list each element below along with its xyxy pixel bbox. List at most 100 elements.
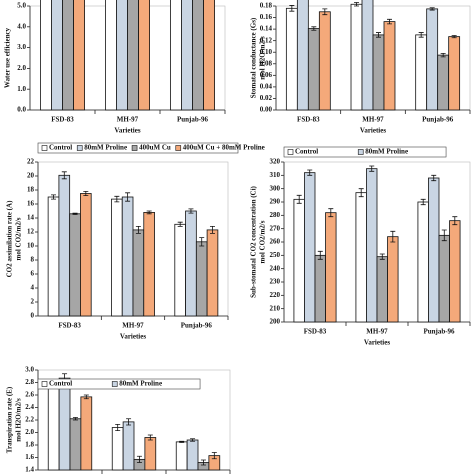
legend-box: [37, 378, 201, 390]
bar: [437, 54, 450, 111]
legend-swatch: [41, 145, 48, 151]
error-bar: [429, 7, 435, 11]
error-bar: [375, 32, 381, 38]
panel: 1.41.61.82.02.22.42.62.83.0FSD-83MH-97Pu…: [6, 366, 231, 474]
bar: [318, 11, 331, 111]
error-bar: [354, 2, 360, 7]
bar: [192, 0, 204, 111]
y-tick-label: 290: [270, 198, 281, 206]
y-axis-title: Stomatal conductance (Gs): [250, 17, 258, 98]
bar: [417, 201, 429, 323]
y-axis-title: mol H2O/m2/s: [15, 398, 23, 442]
bar: [448, 36, 461, 111]
error-bar: [72, 212, 78, 215]
y-tick-label: 260: [270, 238, 281, 246]
error-bar: [199, 237, 205, 247]
legend-label: 80mM Proline: [119, 380, 162, 388]
error-bar: [125, 192, 131, 202]
legend-label: 80mM Proline: [365, 148, 408, 156]
legend-swatch: [76, 145, 83, 151]
error-bar: [179, 440, 185, 443]
y-tick-label: 310: [270, 171, 281, 179]
y-tick-label: 10: [27, 242, 35, 250]
legend-swatch: [111, 381, 118, 387]
y-tick-label: 1.8: [25, 441, 34, 449]
y-tick-label: 16: [27, 200, 35, 208]
error-bar: [115, 423, 121, 432]
y-tick-label: 210: [270, 304, 281, 312]
error-bar: [390, 230, 396, 243]
y-axis-title: CO2 assimilation rate (A): [6, 200, 14, 277]
y-tick-label: 12: [27, 228, 35, 236]
bar: [121, 196, 134, 317]
bar: [449, 220, 461, 323]
y-tick-label: 0.06: [260, 71, 273, 79]
error-bar: [452, 216, 458, 226]
x-tick-label: FSD-83: [51, 116, 74, 124]
error-bar: [83, 191, 89, 196]
y-tick-label: 0.02: [260, 94, 273, 102]
bar: [80, 193, 92, 317]
y-tick-label: 0.00: [260, 106, 273, 114]
x-axis-title: Varieties: [120, 333, 146, 341]
bar: [387, 236, 399, 323]
bar: [69, 418, 82, 471]
x-axis-title: Varieties: [364, 339, 390, 347]
bar: [361, 0, 374, 111]
error-bar: [209, 226, 215, 234]
legend-label: 400uM Cu + 80mM Proline: [183, 144, 265, 152]
bar: [185, 210, 197, 317]
x-tick-label: FSD-83: [58, 322, 81, 330]
error-bar: [190, 438, 196, 442]
panel: 0.0 1.0 2.0 3.0 4.0 5.0 FSD-83 MH-97 Punjab-96 Va…: [4, 0, 226, 135]
bar: [438, 234, 450, 323]
bar: [296, 0, 309, 111]
bar: [203, 0, 216, 111]
bar: [181, 0, 193, 111]
y-axis-title: Water use efficiency: [4, 27, 12, 88]
bar: [105, 0, 117, 111]
bars: [293, 165, 461, 323]
y-tick-label: 0: [31, 312, 35, 320]
y-tick-label: 20: [27, 172, 35, 180]
y-tick-label: 2.2: [25, 416, 34, 424]
panel: 200 210 220 230 240 250 260 270 280 290 300 310 320 F…: [250, 146, 471, 347]
x-tick-label: MH-97: [117, 116, 139, 124]
bar: [350, 3, 363, 111]
y-axis-title: Sub-stomatal CO2 concentration (Ci): [250, 185, 258, 297]
bar: [415, 34, 428, 111]
bar: [169, 0, 182, 111]
error-bar: [211, 452, 217, 460]
y-tick-label: 1.6: [25, 453, 34, 461]
legend-label: Control: [49, 144, 72, 152]
y-tick-label: 0.08: [260, 59, 273, 67]
bar: [186, 439, 199, 471]
bar: [325, 212, 337, 323]
bars: [47, 373, 221, 471]
error-bar: [188, 208, 194, 214]
x-tick-label: MH-97: [366, 328, 388, 336]
x-tick-label: MH-97: [122, 322, 144, 330]
bar: [383, 21, 396, 111]
bars: [285, 0, 461, 111]
y-tick-label: 270: [270, 224, 281, 232]
bar: [58, 174, 71, 317]
y-tick-label: 5.0: [17, 2, 26, 10]
legend-box: [283, 146, 447, 158]
legend-swatch: [131, 145, 138, 151]
bar: [428, 177, 440, 323]
bar: [376, 256, 388, 323]
error-bar: [126, 418, 132, 426]
y-tick-label: 2.0: [25, 428, 34, 436]
legend: Control 80mM Proline: [283, 146, 447, 158]
error-bar: [147, 434, 153, 441]
error-bar: [451, 35, 457, 39]
legend-box: [37, 142, 239, 154]
x-axis-title: Varieties: [114, 127, 140, 135]
bar: [58, 377, 71, 471]
y-tick-label: 320: [270, 158, 281, 166]
panel: 0.00 0.02 0.04 0.06 0.08 0.10 0.12 0.14 0.16 0.18…: [250, 0, 471, 135]
bar: [69, 213, 81, 317]
x-tick-label: FSD-83: [304, 328, 327, 336]
